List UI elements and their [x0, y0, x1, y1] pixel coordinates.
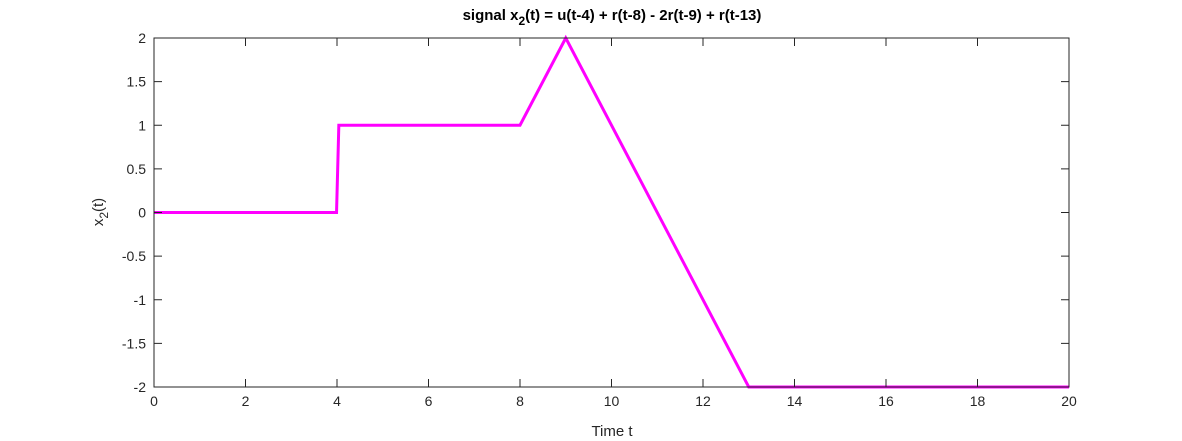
y-tick-label: 1 — [138, 117, 146, 133]
y-tick-label: 0 — [138, 205, 146, 221]
x-tick-label: 6 — [425, 393, 433, 409]
y-axis-label-prefix: x — [90, 218, 107, 226]
x-tick-label: 16 — [878, 393, 894, 409]
x-tick-label: 4 — [333, 393, 341, 409]
y-axis-label-subscript: 2 — [97, 212, 111, 219]
y-tick-label: -2 — [134, 379, 147, 395]
chart-title-subscript: 2 — [518, 14, 525, 28]
x-tick-label: 18 — [970, 393, 986, 409]
x-tick-label: 10 — [604, 393, 620, 409]
x-tick-label: 0 — [150, 393, 158, 409]
x-axis-label: Time t — [591, 423, 633, 440]
y-axis-label-suffix: (t) — [90, 198, 107, 212]
x-tick-label: 20 — [1061, 393, 1077, 409]
x-tick-label: 8 — [516, 393, 524, 409]
y-tick-label: 1.5 — [127, 74, 147, 90]
chart-title-suffix: (t) = u(t-4) + r(t-8) - 2r(t-9) + r(t-13… — [525, 7, 761, 24]
chart-title: signal x2(t) = u(t-4) + r(t-8) - 2r(t-9)… — [463, 7, 762, 28]
y-axis-ticks: -2 -1.5 -1 -0.5 0 0.5 1 1.5 2 — [122, 30, 1069, 395]
y-axis-label: x2(t) — [90, 198, 111, 226]
x-tick-label: 14 — [787, 393, 803, 409]
chart-title-prefix: signal x — [463, 7, 520, 24]
x-tick-label: 2 — [242, 393, 250, 409]
x-tick-label: 12 — [695, 393, 711, 409]
y-tick-label: -1.5 — [122, 335, 146, 351]
y-tick-label: -0.5 — [122, 248, 146, 264]
y-tick-label: 0.5 — [127, 161, 147, 177]
y-tick-label: 2 — [138, 30, 146, 46]
x-axis-ticks: 0 2 4 6 8 10 12 14 16 18 20 — [150, 38, 1077, 409]
y-tick-label: -1 — [134, 292, 147, 308]
